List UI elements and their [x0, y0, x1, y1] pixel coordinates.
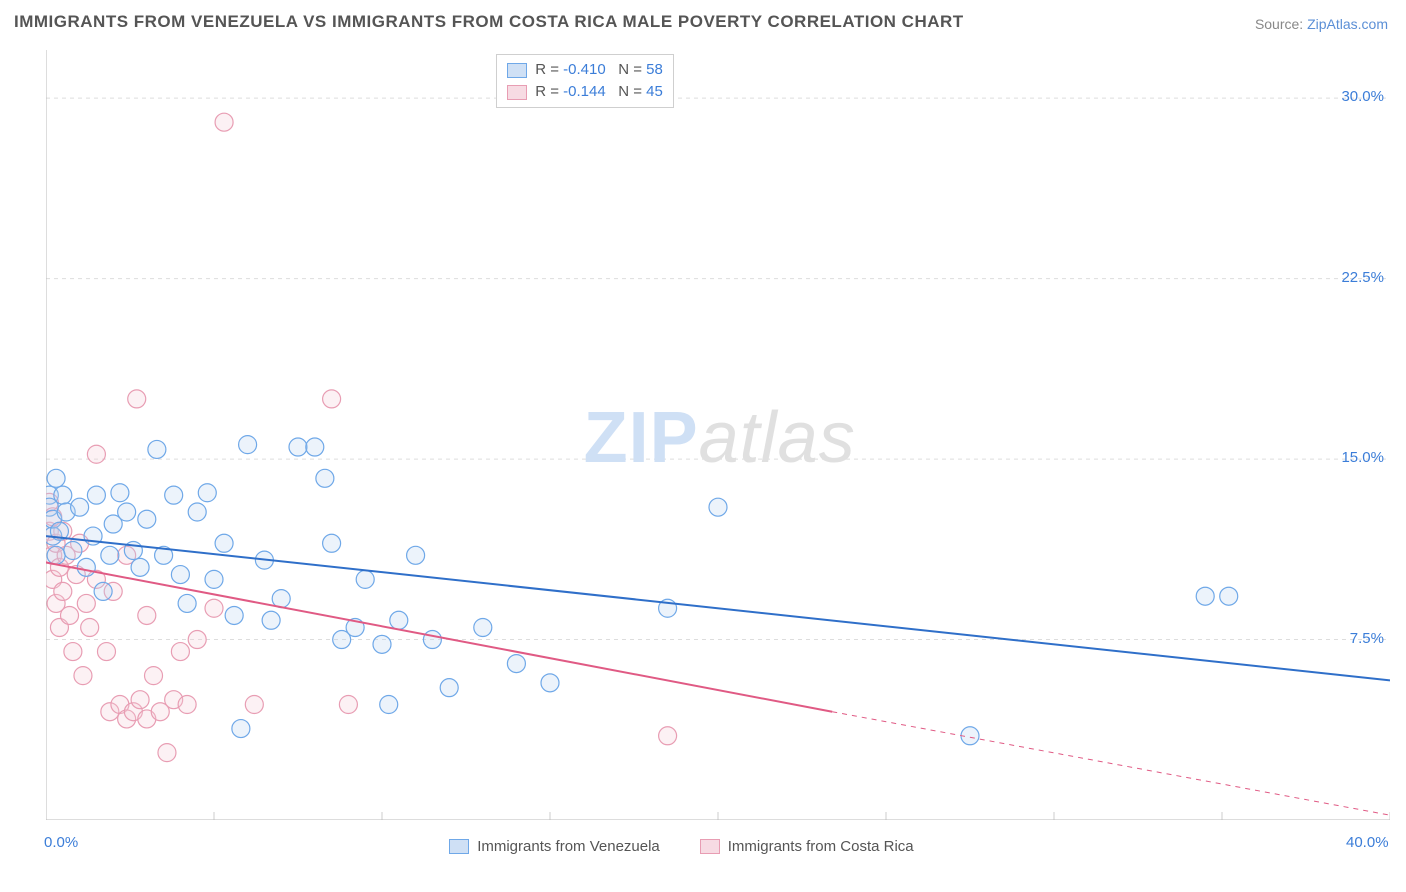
- data-point: [171, 566, 189, 584]
- y-tick-label: 7.5%: [1350, 630, 1384, 647]
- data-point: [407, 546, 425, 564]
- chart-title: IMMIGRANTS FROM VENEZUELA VS IMMIGRANTS …: [14, 12, 964, 32]
- correlation-text: R = -0.144 N = 45: [535, 81, 663, 103]
- data-point: [198, 484, 216, 502]
- correlation-row: R = -0.144 N = 45: [507, 81, 663, 103]
- data-point: [1220, 587, 1238, 605]
- data-point: [659, 727, 677, 745]
- data-point: [356, 570, 374, 588]
- data-point: [215, 113, 233, 131]
- data-point: [77, 594, 95, 612]
- correlation-row: R = -0.410 N = 58: [507, 59, 663, 81]
- data-point: [709, 498, 727, 516]
- data-point: [64, 542, 82, 560]
- scatter-plot: [46, 50, 1390, 820]
- data-point: [128, 390, 146, 408]
- legend-item[interactable]: Immigrants from Costa Rica: [700, 838, 914, 855]
- data-point: [131, 691, 149, 709]
- data-point: [158, 744, 176, 762]
- data-point: [316, 469, 334, 487]
- y-tick-label: 22.5%: [1341, 269, 1384, 286]
- data-point: [245, 696, 263, 714]
- series-legend: Immigrants from Venezuela Immigrants from…: [449, 838, 913, 855]
- legend-label: Immigrants from Venezuela: [477, 838, 660, 855]
- data-point: [87, 486, 105, 504]
- data-point: [205, 599, 223, 617]
- data-point: [64, 643, 82, 661]
- source-attribution: Source: ZipAtlas.com: [1255, 16, 1388, 32]
- data-point: [188, 631, 206, 649]
- y-tick-label: 15.0%: [1341, 449, 1384, 466]
- data-point: [94, 582, 112, 600]
- source-link[interactable]: ZipAtlas.com: [1307, 16, 1388, 32]
- legend-item[interactable]: Immigrants from Venezuela: [449, 838, 660, 855]
- data-point: [507, 655, 525, 673]
- data-point: [323, 390, 341, 408]
- data-point: [171, 643, 189, 661]
- data-point: [77, 558, 95, 576]
- data-point: [101, 546, 119, 564]
- legend-swatch: [449, 839, 469, 854]
- correlation-legend-box: R = -0.410 N = 58R = -0.144 N = 45: [496, 54, 674, 108]
- data-point: [81, 619, 99, 637]
- data-point: [423, 631, 441, 649]
- legend-swatch: [507, 63, 527, 78]
- data-point: [165, 486, 183, 504]
- data-point: [138, 606, 156, 624]
- data-point: [111, 484, 129, 502]
- data-point: [87, 445, 105, 463]
- data-point: [215, 534, 233, 552]
- data-point: [262, 611, 280, 629]
- data-point: [188, 503, 206, 521]
- x-tick-label: 0.0%: [44, 834, 78, 851]
- data-point: [373, 635, 391, 653]
- data-point: [232, 720, 250, 738]
- data-point: [61, 606, 79, 624]
- data-point: [289, 438, 307, 456]
- data-point: [225, 606, 243, 624]
- data-point: [205, 570, 223, 588]
- data-point: [47, 546, 65, 564]
- data-point: [380, 696, 398, 714]
- chart-container: IMMIGRANTS FROM VENEZUELA VS IMMIGRANTS …: [0, 0, 1406, 892]
- data-point: [54, 582, 72, 600]
- data-point: [306, 438, 324, 456]
- y-tick-label: 30.0%: [1341, 88, 1384, 105]
- data-point: [239, 436, 257, 454]
- data-point: [178, 696, 196, 714]
- data-point: [71, 498, 89, 516]
- x-tick-label: 40.0%: [1346, 834, 1389, 851]
- data-point: [74, 667, 92, 685]
- data-point: [390, 611, 408, 629]
- source-label: Source:: [1255, 16, 1307, 32]
- data-point: [339, 696, 357, 714]
- data-point: [272, 590, 290, 608]
- data-point: [97, 643, 115, 661]
- data-point: [148, 440, 166, 458]
- data-point: [145, 667, 163, 685]
- data-point: [178, 594, 196, 612]
- data-point: [118, 503, 136, 521]
- legend-swatch: [700, 839, 720, 854]
- correlation-text: R = -0.410 N = 58: [535, 59, 663, 81]
- data-point: [1196, 587, 1214, 605]
- data-point: [541, 674, 559, 692]
- data-point: [474, 619, 492, 637]
- data-point: [131, 558, 149, 576]
- data-point: [47, 469, 65, 487]
- data-point: [138, 510, 156, 528]
- data-point: [323, 534, 341, 552]
- legend-swatch: [507, 85, 527, 100]
- legend-label: Immigrants from Costa Rica: [728, 838, 914, 855]
- data-point: [440, 679, 458, 697]
- data-point: [54, 486, 72, 504]
